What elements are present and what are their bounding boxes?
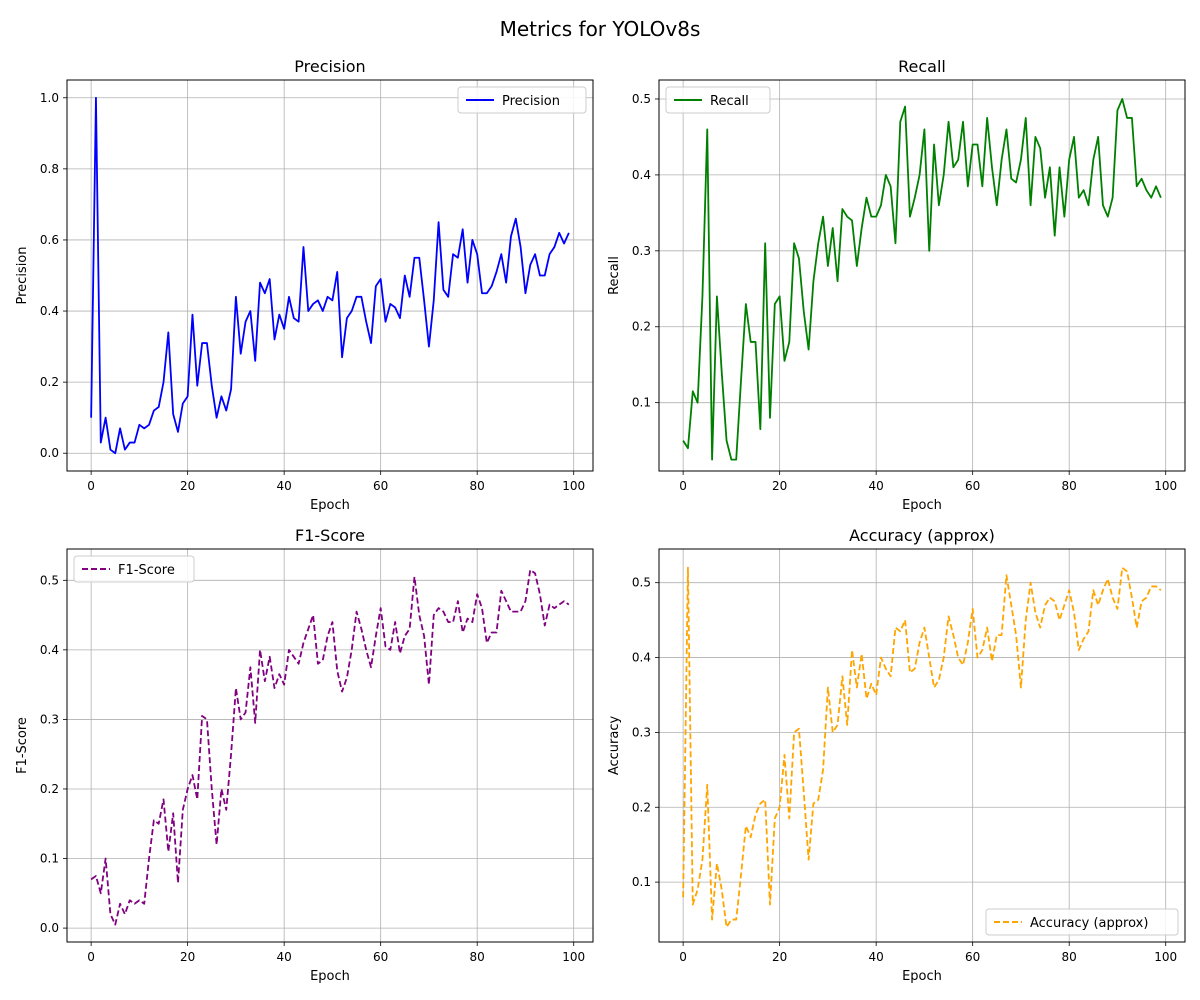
x-tick-label: 60: [373, 479, 388, 493]
x-tick-label: 40: [277, 950, 292, 964]
chart-title: Recall: [898, 57, 946, 76]
x-tick-label: 20: [180, 479, 195, 493]
series-line-precision: [90, 96, 570, 455]
x-axis-label: Epoch: [902, 498, 942, 513]
legend-box: [457, 86, 587, 114]
y-axis-label: Recall: [607, 256, 622, 295]
series-line-recall: [682, 98, 1162, 461]
y-tick-label: 0.1: [40, 852, 59, 866]
x-tick-label: 100: [1154, 950, 1177, 964]
y-axis-label: Precision: [15, 246, 30, 304]
y-tick-label: 0.8: [40, 162, 59, 176]
y-tick-label: 0.2: [40, 782, 59, 796]
y-tick-label: 0.6: [40, 233, 59, 247]
panel-f1-score: 0 20 40 60 80 100 0.0 0.1 0.2 0.3 0.4 0.5 F1-Score Ep…: [15, 526, 594, 984]
y-tick-label: 0.1: [632, 396, 651, 410]
chart-title: Precision: [294, 57, 365, 76]
y-axis-label: Accuracy: [607, 716, 622, 776]
y-tick-label: 0.0: [40, 446, 59, 460]
plot-frame: [66, 79, 594, 472]
plot-frame: [658, 79, 1186, 472]
panel-accuracy-approx: 0 20 40 60 80 100 0.1 0.2 0.3 0.4 0.5 Accuracy (app…: [607, 526, 1186, 984]
y-tick-label: 0.5: [40, 573, 59, 587]
legend-label: Accuracy (approx): [1030, 916, 1148, 931]
y-tick-label: 0.2: [40, 375, 59, 389]
legend-box: [665, 86, 771, 114]
legend: Precision: [457, 86, 587, 114]
x-tick-label: 0: [679, 479, 687, 493]
y-tick-label: 0.4: [40, 304, 59, 318]
x-tick-label: 0: [679, 950, 687, 964]
y-tick-label: 0.5: [632, 92, 651, 106]
x-tick-label: 20: [772, 950, 787, 964]
legend-box: [985, 908, 1179, 936]
y-axis-label: F1-Score: [15, 717, 30, 774]
figure-title: Metrics for YOLOv8s: [500, 17, 701, 41]
x-tick-label: 40: [869, 950, 884, 964]
x-axis-label: Epoch: [310, 969, 350, 984]
legend-label: Recall: [710, 94, 749, 109]
series-line-accuracy-approx: [682, 566, 1162, 928]
chart-panels: 0 20 40 60 80 100 0.0 0.2 0.4 0.6 0.8 1.0 Precision E…: [15, 57, 1186, 984]
x-tick-label: 40: [869, 479, 884, 493]
y-tick-label: 0.4: [632, 168, 651, 182]
x-tick-label: 80: [1062, 950, 1077, 964]
chart-title: F1-Score: [295, 526, 365, 545]
y-tick-label: 0.3: [632, 244, 651, 258]
x-tick-label: 60: [965, 950, 980, 964]
x-tick-label: 20: [772, 479, 787, 493]
x-tick-label: 100: [1154, 479, 1177, 493]
panel-recall: 0 20 40 60 80 100 0.1 0.2 0.3 0.4 0.5 Recall Epoch Re…: [607, 57, 1186, 513]
plot-frame: [66, 548, 594, 943]
y-tick-label: 0.2: [632, 800, 651, 814]
x-tick-label: 60: [373, 950, 388, 964]
x-axis-label: Epoch: [902, 969, 942, 984]
y-tick-label: 0.0: [40, 921, 59, 935]
y-tick-label: 0.4: [632, 651, 651, 665]
x-axis-label: Epoch: [310, 498, 350, 513]
plot-frame: [658, 548, 1186, 943]
x-tick-label: 100: [562, 950, 585, 964]
y-tick-label: 0.3: [632, 725, 651, 739]
y-tick-label: 0.1: [632, 875, 651, 889]
y-tick-label: 0.5: [632, 576, 651, 590]
x-tick-label: 40: [277, 479, 292, 493]
y-tick-label: 0.4: [40, 643, 59, 657]
x-tick-label: 80: [470, 479, 485, 493]
x-tick-label: 0: [87, 950, 95, 964]
x-tick-label: 80: [1062, 479, 1077, 493]
legend: F1-Score: [73, 555, 195, 583]
y-tick-label: 1.0: [40, 91, 59, 105]
y-tick-label: 0.3: [40, 712, 59, 726]
series-line-f1-score: [90, 568, 570, 926]
chart-title: Accuracy (approx): [849, 526, 995, 545]
legend-box: [73, 555, 195, 583]
legend: Recall: [665, 86, 771, 114]
panel-precision: 0 20 40 60 80 100 0.0 0.2 0.4 0.6 0.8 1.0 Precision E…: [15, 57, 594, 513]
y-tick-label: 0.2: [632, 320, 651, 334]
x-tick-label: 80: [470, 950, 485, 964]
legend-label: Precision: [502, 94, 560, 109]
x-tick-label: 20: [180, 950, 195, 964]
x-tick-label: 60: [965, 479, 980, 493]
x-tick-label: 0: [87, 479, 95, 493]
x-tick-label: 100: [562, 479, 585, 493]
legend: Accuracy (approx): [985, 908, 1179, 936]
legend-label: F1-Score: [118, 563, 175, 578]
